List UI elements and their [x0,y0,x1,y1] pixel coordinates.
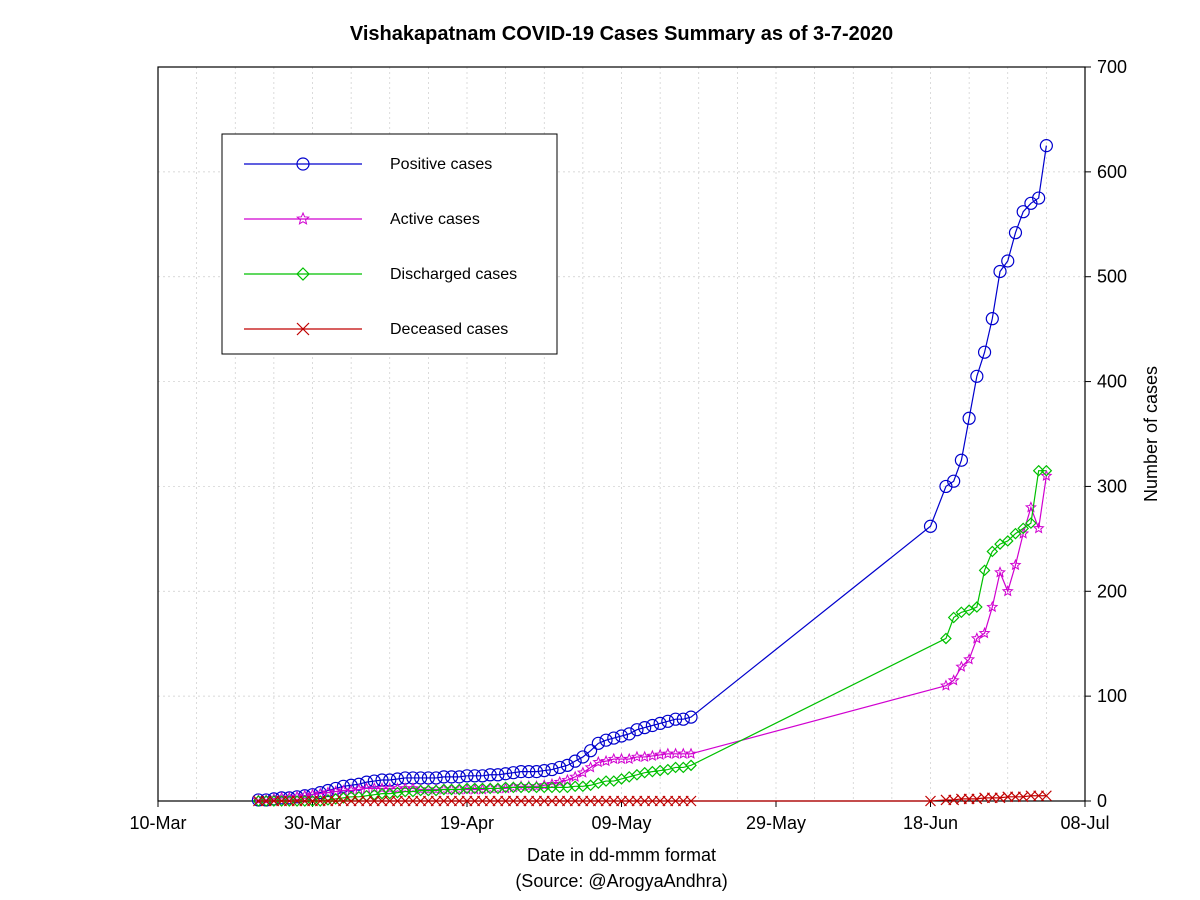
chart-svg: Vishakapatnam COVID-19 Cases Summary as … [0,0,1200,900]
x-tick-label: 10-Mar [129,813,186,833]
x-tick-label: 09-May [591,813,651,833]
chart-container: Vishakapatnam COVID-19 Cases Summary as … [0,0,1200,900]
y-tick-label: 200 [1097,581,1127,601]
x-tick-label: 30-Mar [284,813,341,833]
y-tick-label: 600 [1097,162,1127,182]
legend-label: Active cases [390,211,480,228]
y-tick-label: 0 [1097,791,1107,811]
chart-title: Vishakapatnam COVID-19 Cases Summary as … [350,23,893,45]
legend-label: Discharged cases [390,266,517,283]
y-tick-label: 500 [1097,267,1127,287]
y-tick-label: 300 [1097,476,1127,496]
legend-label: Deceased cases [390,321,508,338]
x-tick-label: 18-Jun [903,813,958,833]
y-tick-label: 700 [1097,57,1127,77]
x-axis-label: Date in dd-mmm format [527,845,716,865]
x-axis-source: (Source: @ArogyaAndhra) [515,871,727,891]
y-tick-label: 100 [1097,686,1127,706]
x-tick-label: 19-Apr [440,813,494,833]
legend-label: Positive cases [390,156,492,173]
y-tick-label: 400 [1097,372,1127,392]
x-tick-label: 08-Jul [1060,813,1109,833]
x-tick-label: 29-May [746,813,806,833]
y-axis-label: Number of cases [1141,366,1161,502]
